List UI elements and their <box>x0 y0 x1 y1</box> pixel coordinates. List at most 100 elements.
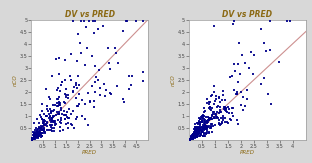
Point <box>215 116 220 119</box>
Point <box>284 19 289 22</box>
Point <box>189 137 194 139</box>
Point <box>199 130 204 133</box>
Point <box>40 129 45 132</box>
Point <box>62 113 67 116</box>
Point <box>196 126 201 128</box>
Point <box>41 120 46 123</box>
Point <box>197 128 202 131</box>
Point <box>48 119 53 122</box>
Point <box>195 136 200 139</box>
Point <box>203 127 208 130</box>
Point <box>32 122 37 125</box>
Point <box>37 133 42 135</box>
Point <box>194 135 199 138</box>
Point <box>60 81 65 84</box>
Point <box>206 121 211 124</box>
Point <box>194 133 199 135</box>
Point <box>61 109 66 112</box>
Point <box>204 120 209 122</box>
Point <box>229 119 234 122</box>
Point <box>57 56 62 59</box>
Point <box>76 83 81 86</box>
Point <box>32 135 37 138</box>
Point <box>109 93 114 95</box>
Point <box>189 137 194 140</box>
Point <box>219 117 224 119</box>
Point <box>191 134 196 136</box>
Point <box>66 116 71 119</box>
Point <box>193 126 197 129</box>
Point <box>59 121 64 124</box>
Point <box>212 117 217 120</box>
Point <box>84 26 89 29</box>
Point <box>195 121 200 124</box>
Point <box>216 116 221 119</box>
Point <box>207 131 212 133</box>
Point <box>215 110 220 113</box>
Point <box>210 114 215 117</box>
Point <box>192 135 197 137</box>
Point <box>198 118 203 120</box>
Point <box>193 134 198 136</box>
Point <box>226 112 231 115</box>
Point <box>191 133 196 136</box>
Point <box>39 103 44 106</box>
Point <box>33 135 38 138</box>
Point <box>237 72 242 75</box>
Point <box>57 120 62 123</box>
Point <box>63 88 68 90</box>
Point <box>197 117 202 119</box>
Point <box>195 131 200 133</box>
Point <box>64 95 69 98</box>
Point <box>190 137 195 140</box>
Point <box>195 133 200 135</box>
Point <box>201 127 206 129</box>
Point <box>32 133 37 136</box>
Point <box>55 105 60 108</box>
Point <box>92 19 97 22</box>
Point <box>190 134 195 137</box>
Point <box>46 116 51 119</box>
Point <box>195 130 200 133</box>
Point <box>41 124 46 126</box>
Point <box>39 132 44 135</box>
Point <box>213 113 218 116</box>
Point <box>34 135 39 138</box>
Point <box>204 131 209 134</box>
Point <box>197 130 202 133</box>
Point <box>187 138 192 141</box>
Point <box>211 84 216 87</box>
Point <box>187 138 192 140</box>
Point <box>191 133 196 136</box>
Point <box>29 138 34 141</box>
Point <box>50 119 55 122</box>
Point <box>189 134 194 137</box>
Point <box>206 101 211 104</box>
Point <box>193 132 198 135</box>
Point <box>75 116 80 118</box>
Point <box>30 137 35 140</box>
Point <box>88 100 93 102</box>
Point <box>190 137 195 140</box>
Point <box>48 115 53 118</box>
Point <box>51 115 56 117</box>
Point <box>37 132 41 134</box>
Point <box>59 106 64 109</box>
Point <box>34 126 39 129</box>
Point <box>201 128 206 131</box>
Point <box>207 108 212 110</box>
Point <box>29 138 34 141</box>
Point <box>90 85 95 87</box>
Point <box>129 83 134 86</box>
Point <box>58 109 63 111</box>
Point <box>191 128 196 130</box>
Point <box>203 119 208 122</box>
Point <box>42 120 47 122</box>
Point <box>205 128 210 130</box>
Point <box>32 137 37 139</box>
Point <box>48 108 53 111</box>
Point <box>205 127 210 129</box>
Point <box>209 118 214 120</box>
Point <box>38 127 43 130</box>
Point <box>188 137 193 140</box>
